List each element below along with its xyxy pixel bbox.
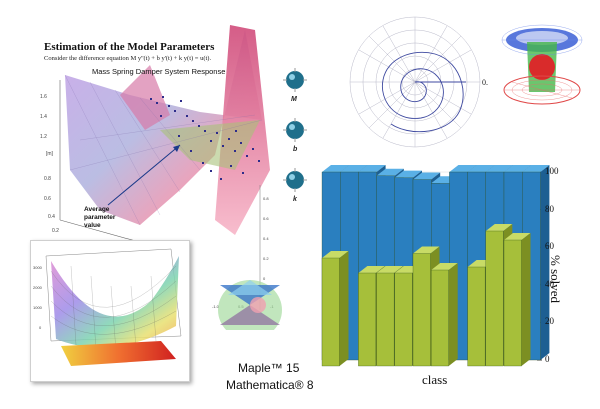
callout-line-1: Average (84, 206, 110, 213)
mathematica-bar (503, 233, 531, 367)
svg-text:1000: 1000 (33, 305, 43, 310)
response-surface-plot: 1.6 1.4 1.2 [m] 0.8 0.6 0.4 0.2 (40, 25, 270, 246)
mathematica-bar-face (485, 230, 504, 367)
mathematica-bar-face (321, 257, 340, 367)
svg-text:0: 0 (263, 276, 266, 281)
svg-text:1.2: 1.2 (40, 134, 47, 140)
svg-text:1.6: 1.6 (40, 94, 47, 100)
mathematica-bar-side (448, 263, 458, 366)
maple-bar-top (449, 165, 477, 172)
mathematica-bar-side (521, 233, 531, 366)
callout-line-2: parameter (84, 214, 116, 221)
y-tick-label: 0 (545, 354, 550, 364)
svg-text:0.4: 0.4 (263, 236, 269, 241)
svg-text:0.6: 0.6 (44, 196, 51, 202)
mathematica-bar-top (485, 224, 513, 231)
y-tick-label: 60 (545, 241, 554, 252)
parameter-knob-k (283, 168, 307, 192)
maple-bar-top (376, 168, 404, 176)
mathematica-bar-top (358, 266, 385, 273)
svg-text:0: 0 (39, 325, 42, 330)
svg-text:0.8: 0.8 (263, 196, 269, 201)
svg-text:1.4: 1.4 (40, 114, 47, 120)
mathematica-bar-top (431, 263, 458, 270)
mathematica-bar-top (413, 246, 440, 254)
mathematica-bar-face (412, 253, 431, 367)
maple-bar-top (522, 165, 550, 172)
surface-plot-small (501, 24, 583, 105)
y-tick-label: 100 (545, 166, 559, 176)
mathematica-bar-top (322, 251, 349, 258)
maple-bar-top (394, 170, 422, 178)
inset-surface-plot: 3000 2000 1000 0 (33, 248, 182, 366)
maple-bar-top (467, 165, 495, 172)
inset-surface-panel: 3000 2000 1000 0 (30, 240, 190, 382)
y-tick-label: 20 (545, 316, 554, 327)
knob-label-k: k (293, 196, 297, 203)
maple-bar-top (413, 172, 441, 180)
polar-plot: 0. (349, 16, 488, 148)
knob-label-m: M (291, 96, 297, 103)
mathematica-bar-side (339, 251, 349, 366)
svg-text:0.8: 0.8 (44, 176, 51, 182)
mathematica-bar (431, 263, 458, 367)
mathematica-bar-face (358, 272, 377, 367)
mathematica-bar-face (467, 266, 486, 367)
mathematica-bar-face (503, 239, 522, 367)
callout-line-3: value (84, 222, 101, 229)
y-axis-label: % solved (548, 255, 563, 304)
parameter-knob-m (283, 68, 307, 92)
mathematica-bar (321, 251, 349, 367)
mathematica-bar-top (504, 233, 531, 240)
maple-bar-top (504, 165, 532, 172)
svg-text:-1.0: -1.0 (212, 304, 220, 309)
svg-text:0.6: 0.6 (263, 216, 269, 221)
svg-text:2000: 2000 (33, 285, 43, 290)
svg-text:0.4: 0.4 (48, 214, 55, 220)
parameter-knob-b (283, 118, 307, 142)
maple-bar-top (322, 165, 350, 172)
mathematica-bar-top (376, 266, 404, 273)
bar-chart-percent-solved (321, 165, 550, 367)
svg-text:0.2: 0.2 (263, 256, 269, 261)
mathematica-bar-face (394, 272, 413, 367)
maple-bar-top (485, 165, 513, 172)
figure-title: Estimation of the Model Parameters (44, 41, 215, 53)
x-axis-label: class (422, 372, 448, 387)
maple-bar-side (540, 165, 550, 360)
maple-bar-top (358, 165, 386, 172)
cone-plot: 0.80.60.4 0.20 -1.00.5-1 (212, 185, 282, 330)
legend-mathematica: Mathematica® 8 (226, 378, 314, 392)
equation-text: Consider the difference equation M y''(t… (44, 55, 212, 62)
svg-text:0.: 0. (482, 78, 488, 87)
svg-text:[m]: [m] (46, 151, 54, 157)
maple-bar-top (340, 165, 368, 172)
legend-maple: Maple™ 15 (238, 361, 300, 375)
average-parameter-callout: Average parameter value (84, 206, 115, 230)
y-tick-label: 40 (545, 278, 554, 289)
svg-text:3000: 3000 (33, 265, 43, 270)
svg-text:0.2: 0.2 (52, 228, 59, 234)
mathematica-bar-face (376, 272, 395, 367)
surface-plot-title: Mass Spring Damper System Response (92, 67, 226, 76)
mathematica-bar-face (431, 269, 449, 367)
knob-label-b: b (293, 146, 298, 153)
y-tick-label: 80 (545, 203, 554, 214)
